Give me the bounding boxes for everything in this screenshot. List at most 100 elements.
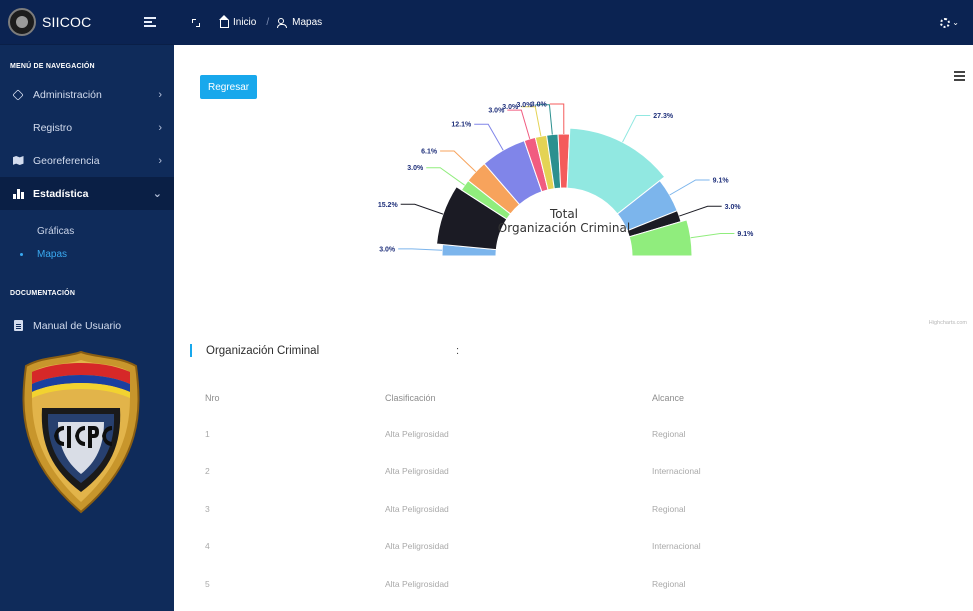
brand-bar: SIICOC [0, 0, 174, 45]
cell-nro: 3 [205, 503, 210, 514]
sidebar-item-manual[interactable]: Manual de Usuario [0, 309, 174, 342]
pie-slice-label: 15.2% [378, 202, 399, 209]
pie-slice-label: 3.0% [407, 165, 424, 172]
cell-nro: 2 [205, 466, 210, 477]
chevron-right-icon: › [158, 121, 162, 134]
pie-label-connector [622, 114, 651, 143]
pie-label-connector [400, 203, 444, 215]
cell-nro: 1 [205, 428, 210, 439]
sidebar-subitem-graficas[interactable]: Gráficas [0, 220, 174, 243]
table-row: 3 Alta Peligrosidad Regional [190, 490, 937, 528]
pie-slice-label: 3.0% [516, 102, 533, 109]
brand-logo[interactable] [8, 8, 36, 36]
pie-label-connector [679, 205, 722, 217]
list-icon [12, 122, 24, 134]
pie-label-connector [521, 106, 542, 137]
sidebar-item-administracion[interactable]: Administración › [0, 78, 174, 111]
table-row: 1 Alta Peligrosidad Regional [190, 415, 937, 453]
sidebar-item-label: Manual de Usuario [33, 319, 122, 332]
breadcrumb-label: Mapas [292, 17, 323, 28]
section-colon: : [456, 344, 460, 357]
pie-slice-label: 3.0% [379, 246, 396, 253]
pie-label-connector [535, 104, 553, 135]
cell-nro: 4 [205, 541, 210, 552]
pie-label-connector [426, 167, 465, 186]
cell-alcance: Regional [652, 428, 686, 439]
sidebar-subitem-label: Mapas [37, 249, 68, 260]
table-row: 4 Alta Peligrosidad Internacional [190, 528, 937, 566]
bar-chart-icon [12, 188, 24, 200]
back-button[interactable]: Regresar [200, 75, 258, 99]
pie-slice-label: 12.1% [451, 122, 472, 129]
top-bar: Inicio / Mapas ⌄ [174, 0, 973, 45]
chart-credit[interactable]: Highcharts.com [928, 320, 967, 326]
section-title: Organización Criminal [206, 344, 320, 357]
sidebar-item-label: Registro [33, 121, 73, 134]
pie-slice[interactable] [436, 185, 508, 251]
table-header-row: Nro Clasificación Alcance [190, 380, 937, 415]
pie-slice[interactable] [566, 127, 666, 215]
pie-slice-label: 3.0% [488, 108, 505, 115]
cell-clasificacion: Alta Peligrosidad [385, 578, 449, 589]
column-header-clasificacion[interactable]: Clasificación [385, 392, 436, 403]
chevron-down-icon: ⌄ [152, 188, 162, 200]
breadcrumb-inicio[interactable]: Inicio [219, 14, 257, 28]
pie-label-connector [690, 232, 735, 239]
chart-center-label-total: Total [549, 207, 578, 221]
nav-section-title: MENÚ DE NAVEGACIÓN [10, 63, 95, 70]
pie-slice-label: 6.1% [421, 148, 438, 155]
fullscreen-icon[interactable] [192, 18, 200, 27]
chart-menu-icon[interactable] [954, 71, 965, 83]
sidebar-item-registro[interactable]: Registro › [0, 111, 174, 144]
pie-label-connector [669, 179, 710, 196]
sidebar-subitem-label: Gráficas [37, 226, 75, 237]
table-row: 5 Alta Peligrosidad Regional [190, 565, 937, 603]
sidebar: SIICOC MENÚ DE NAVEGACIÓN Administración… [0, 0, 174, 611]
pie-label-connector [398, 248, 443, 251]
section-accent-bar [190, 344, 192, 357]
pie-label-connector [440, 150, 477, 173]
cell-alcance: Regional [652, 578, 686, 589]
cell-alcance: Regional [652, 503, 686, 514]
app-name[interactable]: SIICOC [42, 14, 92, 30]
organizations-table: Nro Clasificación Alcance 1 Alta Peligros… [190, 380, 937, 603]
sidebar-subitem-mapas[interactable]: Mapas [0, 243, 174, 266]
column-header-alcance[interactable]: Alcance [652, 392, 685, 403]
pie-slice-label: 9.1% [737, 231, 754, 238]
menu-toggle-icon[interactable] [144, 16, 158, 28]
sidebar-item-label: Georeferencia [33, 154, 100, 167]
section-header: Organización Criminal : [190, 344, 459, 357]
document-icon [12, 320, 24, 332]
sidebar-item-label: Estadística [33, 187, 89, 200]
sidebar-item-estadistica[interactable]: Estadística ⌄ [0, 177, 174, 210]
gear-icon [940, 17, 951, 28]
pie-label-connector [507, 109, 531, 140]
home-icon [219, 14, 229, 28]
pie-slice-label: 9.1% [713, 178, 730, 185]
chevron-right-icon: › [158, 154, 162, 167]
semi-donut-chart: 3.0%15.2%3.0%6.1%12.1%3.0%3.0%3.0%3.0%27… [378, 102, 754, 257]
map-icon [12, 155, 24, 167]
cell-clasificacion: Alta Peligrosidad [385, 466, 449, 477]
breadcrumb-label: Inicio [233, 17, 257, 28]
chart-center-label-series: Organización Criminal [498, 221, 630, 235]
breadcrumb-mapas[interactable]: / Mapas [266, 17, 322, 28]
cell-clasificacion: Alta Peligrosidad [385, 503, 449, 514]
breadcrumb-separator: / [266, 17, 270, 28]
column-header-nro[interactable]: Nro [205, 392, 220, 403]
cube-icon [12, 88, 24, 101]
pie-label-connector [474, 123, 504, 151]
pie-slice-label: 27.3% [653, 113, 674, 120]
cicpc-badge-logo [22, 350, 140, 514]
users-icon [277, 18, 288, 28]
cell-nro: 5 [205, 578, 210, 589]
active-dot-icon [20, 253, 23, 256]
pie-slice-label: 3.0% [531, 102, 548, 109]
pie-slice-label: 3.0% [725, 204, 742, 211]
sidebar-item-georeferencia[interactable]: Georeferencia › [0, 144, 174, 177]
main-content: Regresar 3.0% 15.2% 3.0% 6.1% 12.1% 3.0% 3.0% 3… [174, 45, 973, 611]
pie-slice-label: 3.0% [502, 104, 519, 111]
pie-slice[interactable] [628, 219, 693, 257]
settings-menu-button[interactable]: ⌄ [940, 17, 959, 28]
cell-clasificacion: Alta Peligrosidad [385, 541, 449, 552]
